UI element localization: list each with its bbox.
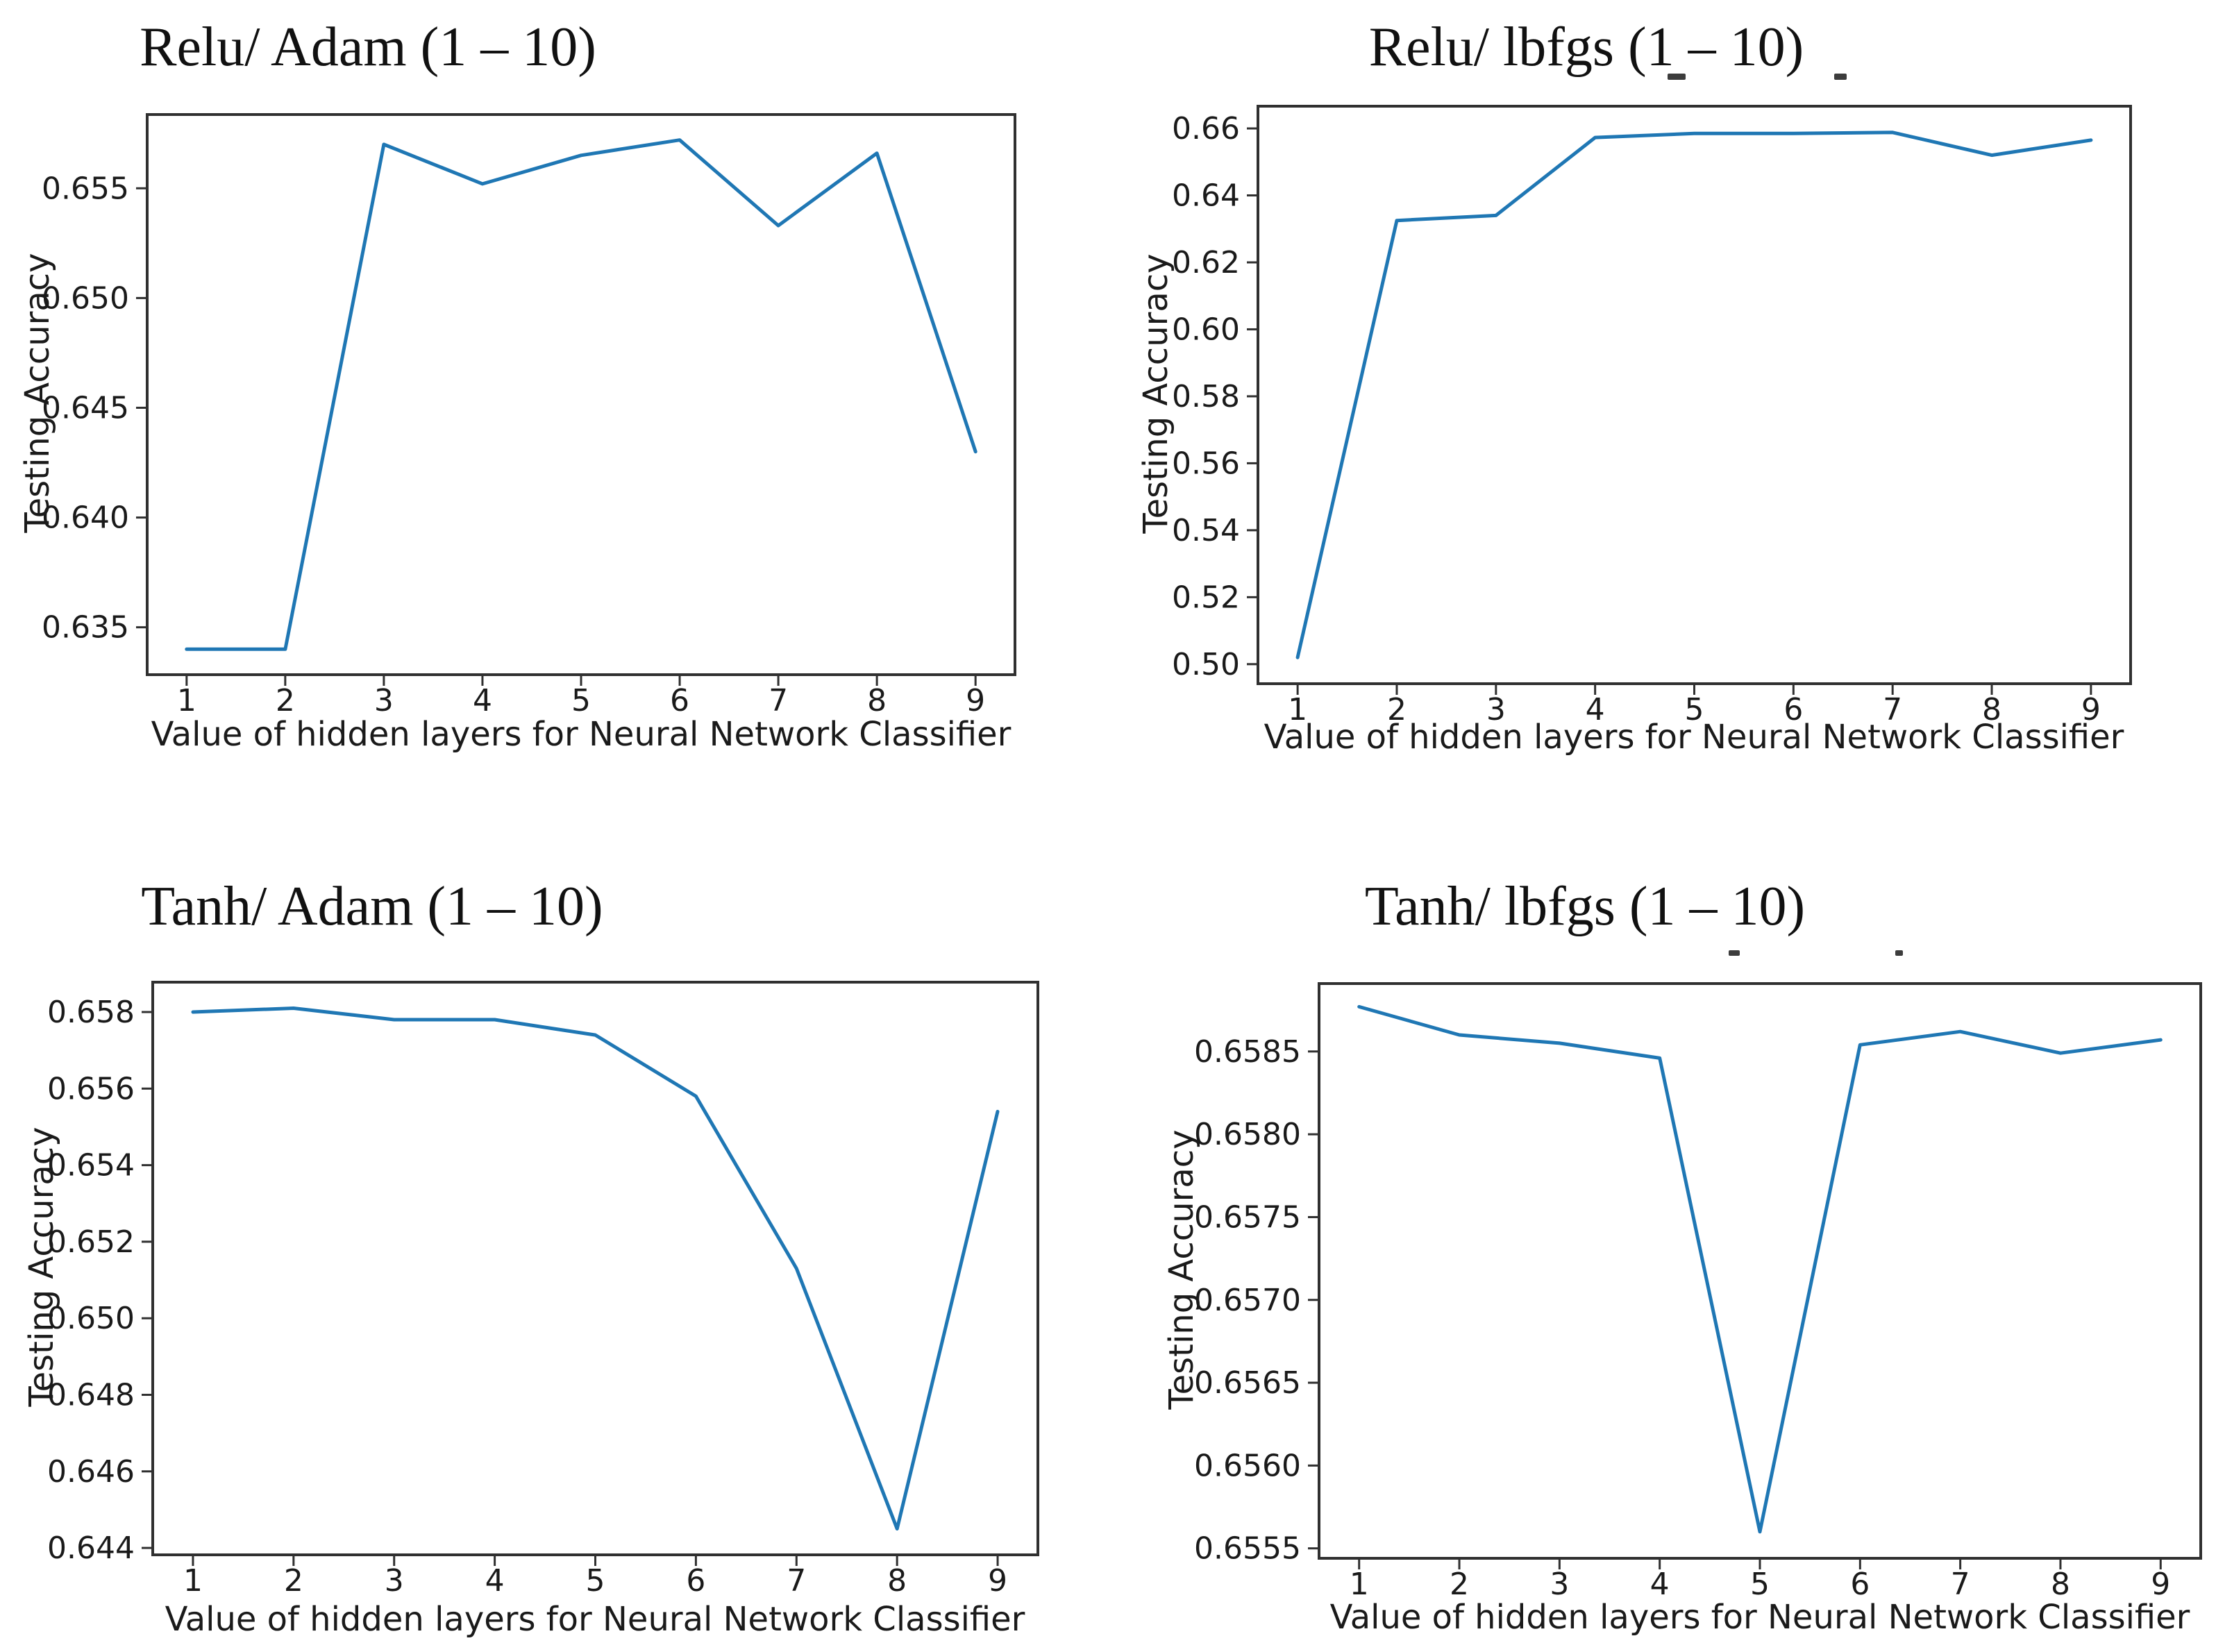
x-tick-label: 5 — [571, 683, 591, 718]
y-axis-label: Testing Accuracy — [22, 1127, 61, 1407]
y-axis-label: Testing Accuracy — [1162, 1129, 1201, 1410]
x-tick-label: 5 — [1750, 1567, 1770, 1602]
x-axis-label: Value of hidden layers for Neural Networ… — [151, 715, 1012, 754]
data-line — [191, 1006, 1000, 1531]
y-tick-label: 0.646 — [47, 1454, 135, 1490]
x-tick-label: 3 — [374, 683, 394, 718]
x-tick-label: 1 — [177, 683, 196, 718]
x-tick-label: 8 — [887, 1563, 907, 1599]
x-tick-label: 2 — [1450, 1567, 1469, 1602]
x-tick-label: 4 — [473, 683, 492, 718]
chart-tanh-lbfgs: Tanh/ lbfgs (1 – 10) 1 2 3 4 5 6 7 8 9 0.6555 0.65… — [1108, 854, 2216, 1652]
plot-area-tanh-lbfgs: 1 2 3 4 5 6 7 8 9 0.6555 0.6560 0.6565 0.6570 0.6575 0… — [1194, 950, 2202, 1602]
y-tick-label: 0.64 — [1172, 178, 1240, 214]
chart-title: Tanh/ lbfgs (1 – 10) — [1364, 876, 1806, 937]
x-tick-label: 2 — [284, 1563, 303, 1599]
y-tick-label: 0.635 — [42, 610, 129, 646]
data-line — [1357, 1004, 2163, 1534]
chart-title: Relu/ lbfgs (1 – 10) — [1368, 17, 1804, 78]
y-tick-label: 0.62 — [1172, 245, 1240, 280]
y-tick-label: 0.56 — [1172, 446, 1240, 481]
y-tick-label: 0.6580 — [1194, 1117, 1301, 1152]
cropped-text-remnant — [1834, 74, 1847, 80]
y-tick-label: 0.66 — [1172, 111, 1240, 146]
x-tick-label: 8 — [867, 683, 887, 718]
chart-relu-adam: Relu/ Adam (1 – 10) 1 2 3 4 5 6 7 8 9 0.635 0.640 0… — [0, 0, 1140, 826]
x-tick-label: 8 — [1982, 692, 2001, 727]
x-tick-label: 7 — [1951, 1567, 1970, 1602]
y-tick-label: 0.60 — [1172, 312, 1240, 347]
y-axis-label: Testing Accuracy — [18, 253, 57, 533]
y-tick-label: 0.640 — [42, 500, 129, 536]
y-tick-label: 0.650 — [47, 1301, 135, 1336]
cropped-text-remnant — [1729, 950, 1740, 956]
plot-area-relu-lbfgs: 1 2 3 4 5 6 7 8 9 0.50 0.52 0.54 0.56 0.58 0.60 0.62 0.6… — [1172, 74, 2132, 727]
y-tick-label: 0.6585 — [1194, 1034, 1301, 1070]
x-tick-label: 2 — [276, 683, 295, 718]
x-tick-label: 4 — [1650, 1567, 1670, 1602]
x-tick-label: 2 — [1387, 692, 1407, 727]
x-tick-label: 6 — [1850, 1567, 1870, 1602]
chart-title: Relu/ Adam (1 – 10) — [140, 17, 596, 78]
y-tick-label: 0.58 — [1172, 379, 1240, 414]
y-tick-label: 0.648 — [47, 1377, 135, 1413]
x-axis-label: Value of hidden layers for Neural Networ… — [165, 1600, 1025, 1639]
y-tick-label: 0.652 — [47, 1224, 135, 1260]
cropped-text-remnant — [1895, 950, 1903, 956]
chart-relu-lbfgs: Relu/ lbfgs (1 – 10) 1 2 3 4 5 6 7 8 9 0.50 0.52 0.… — [1136, 0, 2216, 826]
x-tick-label: 8 — [2051, 1567, 2070, 1602]
y-axis-label: Testing Accuracy — [1136, 253, 1175, 534]
y-tick-label: 0.655 — [42, 171, 129, 206]
x-tick-label: 5 — [1685, 692, 1704, 727]
x-tick-label: 7 — [769, 683, 788, 718]
x-axis-label: Value of hidden layers for Neural Networ… — [1329, 1598, 2190, 1637]
x-tick-label: 1 — [1288, 692, 1307, 727]
axes-frame — [151, 981, 1039, 1556]
data-line — [1295, 130, 2093, 659]
axes-frame — [146, 113, 1016, 676]
x-tick-label: 5 — [586, 1563, 605, 1599]
x-tick-label: 4 — [1586, 692, 1605, 727]
y-tick-label: 0.52 — [1172, 580, 1240, 615]
y-tick-label: 0.6570 — [1194, 1283, 1301, 1318]
data-line — [185, 138, 977, 651]
chart-title: Tanh/ Adam (1 – 10) — [141, 876, 603, 937]
y-tick-label: 0.650 — [42, 280, 129, 316]
y-tick-label: 0.658 — [47, 995, 135, 1030]
x-tick-label: 4 — [485, 1563, 505, 1599]
plot-area-tanh-adam: 1 2 3 4 5 6 7 8 9 0.644 0.646 0.648 0.650 0.652 0.654 0… — [47, 981, 1039, 1599]
x-axis-label: Value of hidden layers for Neural Networ… — [1264, 718, 2124, 757]
y-tick-label: 0.50 — [1172, 647, 1240, 682]
axes-frame — [1257, 105, 2132, 685]
x-tick-label: 9 — [2151, 1567, 2170, 1602]
x-tick-label: 3 — [385, 1563, 404, 1599]
cropped-text-remnant — [1668, 74, 1686, 80]
plot-area-relu-adam: 1 2 3 4 5 6 7 8 9 0.635 0.640 0.645 0.650 0.655 — [42, 113, 1016, 718]
x-tick-label: 6 — [670, 683, 689, 718]
x-tick-label: 3 — [1550, 1567, 1569, 1602]
x-tick-label: 7 — [1883, 692, 1902, 727]
x-tick-label: 9 — [966, 683, 985, 718]
x-tick-label: 1 — [183, 1563, 203, 1599]
y-tick-label: 0.645 — [42, 390, 129, 425]
y-tick-label: 0.6555 — [1194, 1531, 1301, 1567]
y-tick-label: 0.644 — [47, 1531, 135, 1566]
x-tick-label: 1 — [1350, 1567, 1369, 1602]
y-tick-label: 0.6565 — [1194, 1365, 1301, 1401]
x-tick-label: 7 — [787, 1563, 806, 1599]
x-tick-label: 6 — [686, 1563, 705, 1599]
y-tick-label: 0.6575 — [1194, 1199, 1301, 1235]
y-tick-label: 0.656 — [47, 1071, 135, 1106]
x-tick-label: 6 — [1783, 692, 1803, 727]
chart-tanh-adam: Tanh/ Adam (1 – 10) 1 2 3 4 5 6 7 8 9 0.644 0.646 0… — [0, 854, 1108, 1652]
x-tick-label: 9 — [2081, 692, 2101, 727]
y-tick-label: 0.54 — [1172, 513, 1240, 548]
x-tick-label: 9 — [988, 1563, 1007, 1599]
axes-frame — [1318, 982, 2202, 1560]
y-tick-label: 0.6560 — [1194, 1448, 1301, 1483]
y-tick-label: 0.654 — [47, 1148, 135, 1183]
x-tick-label: 3 — [1486, 692, 1506, 727]
